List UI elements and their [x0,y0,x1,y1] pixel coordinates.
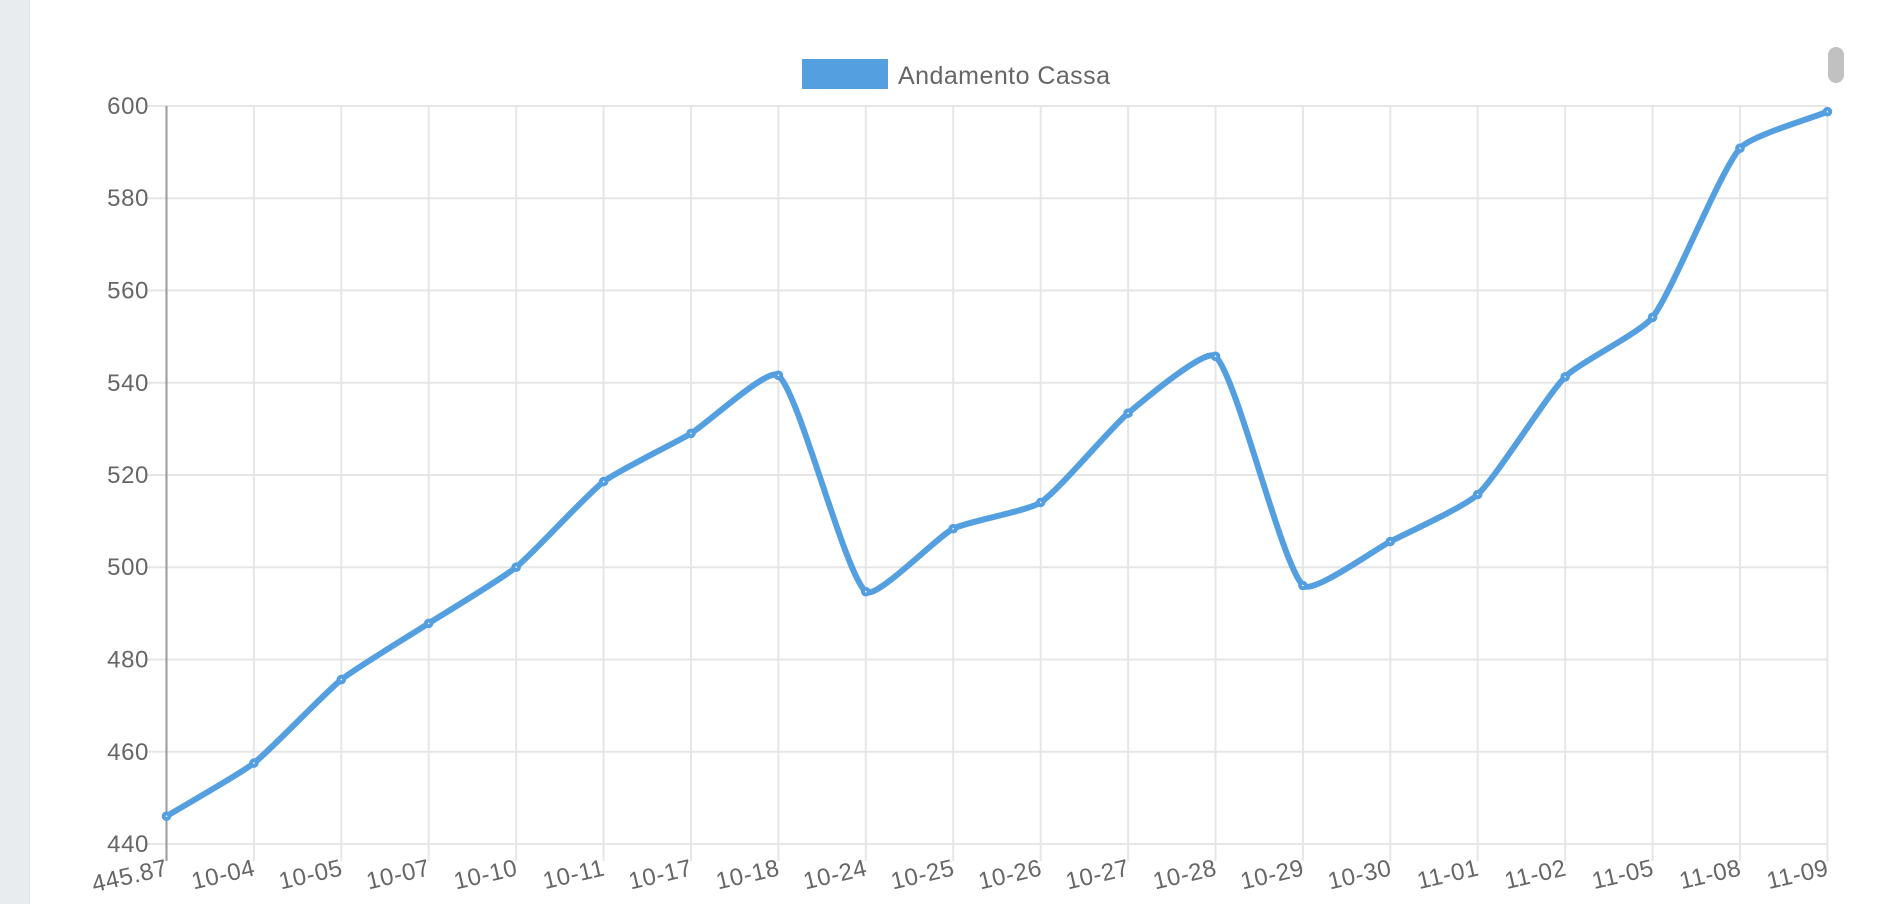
svg-text:10-29: 10-29 [1238,855,1307,896]
svg-text:520: 520 [107,462,149,489]
svg-text:460: 460 [107,739,149,766]
svg-text:445.87: 445.87 [89,855,170,899]
svg-text:10-17: 10-17 [626,855,695,896]
svg-text:560: 560 [107,278,149,305]
svg-text:10-25: 10-25 [888,855,957,896]
svg-text:440: 440 [107,831,149,858]
svg-text:11-02: 11-02 [1502,855,1569,895]
svg-text:10-24: 10-24 [801,855,870,896]
svg-text:540: 540 [107,370,149,397]
svg-text:11-01: 11-01 [1414,855,1481,895]
svg-text:10-04: 10-04 [189,855,258,896]
svg-text:580: 580 [107,185,149,212]
svg-text:11-09: 11-09 [1764,855,1831,895]
svg-text:10-11: 10-11 [540,855,607,895]
svg-text:480: 480 [107,647,149,674]
svg-text:11-08: 11-08 [1677,855,1744,895]
svg-text:10-30: 10-30 [1325,855,1394,896]
svg-text:10-28: 10-28 [1151,855,1220,896]
svg-text:10-26: 10-26 [976,855,1045,896]
svg-text:500: 500 [107,554,149,581]
svg-text:Andamento Cassa: Andamento Cassa [898,62,1110,90]
svg-text:10-27: 10-27 [1063,855,1132,896]
svg-text:10-10: 10-10 [451,855,520,896]
svg-text:600: 600 [107,93,149,120]
svg-text:11-05: 11-05 [1589,855,1656,895]
svg-text:10-05: 10-05 [276,855,345,896]
svg-text:10-18: 10-18 [713,855,782,896]
svg-text:10-07: 10-07 [364,855,433,896]
